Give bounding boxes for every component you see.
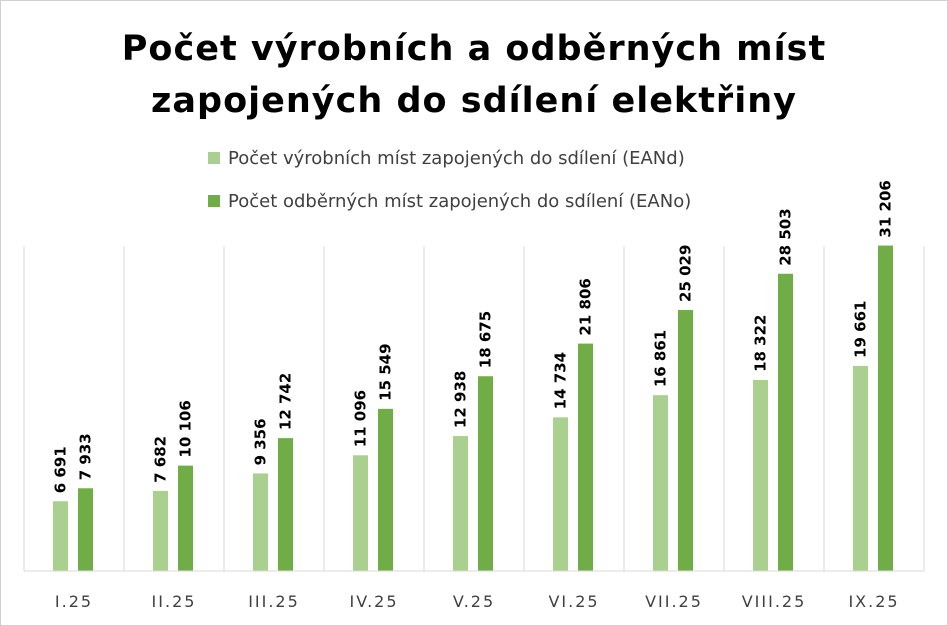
legend-label-eand: Počet výrobních míst zapojených do sdíle… xyxy=(228,148,685,169)
x-tick-label: IV.25 xyxy=(349,592,398,611)
legend-swatch-eand xyxy=(208,152,220,164)
bar-eano xyxy=(78,488,93,571)
bar-eand xyxy=(253,473,268,571)
legend: Počet výrobních míst zapojených do sdíle… xyxy=(208,148,691,212)
data-label-eand: 18 322 xyxy=(752,315,770,372)
x-tick-label: VII.25 xyxy=(645,592,703,611)
data-label-eano: 21 806 xyxy=(577,278,595,335)
data-label-eano: 15 549 xyxy=(377,343,395,400)
bar-eano xyxy=(478,376,493,571)
data-label-eand: 9 356 xyxy=(252,418,270,465)
x-tick-label: VIII.25 xyxy=(742,592,807,611)
bar-eand xyxy=(53,501,68,571)
data-label-eano: 28 503 xyxy=(777,208,795,265)
x-tick-label: VI.25 xyxy=(548,592,599,611)
bar-eand xyxy=(353,455,368,571)
data-label-eano: 10 106 xyxy=(177,400,195,457)
legend-label-eano: Počet odběrných míst zapojených do sdíle… xyxy=(228,191,691,212)
bars xyxy=(53,245,893,572)
bar-eand xyxy=(753,379,768,571)
bar-eand xyxy=(553,417,568,571)
bar-eand xyxy=(453,436,468,571)
x-tick-label: V.25 xyxy=(453,592,495,611)
gridlines xyxy=(23,246,925,571)
x-axis-tick-labels: I.25 II.25 III.25 IV.25 V.25 VI.25 VII.25 VIII.… xyxy=(55,592,899,611)
data-label-eand: 16 861 xyxy=(652,330,670,387)
x-tick-label: IX.25 xyxy=(848,592,899,611)
x-tick-label: I.25 xyxy=(55,592,93,611)
data-label-eand: 14 734 xyxy=(552,352,570,409)
bar-eano xyxy=(578,343,593,571)
chart-title-line-2: zapojených do sdílení elektřiny xyxy=(151,81,797,121)
data-label-eano: 18 675 xyxy=(477,311,495,368)
bar-eano xyxy=(678,309,693,571)
data-label-eano: 31 206 xyxy=(877,180,895,237)
bar-eano xyxy=(778,273,793,571)
chart-title-line-1: Počet výrobních a odběrných míst xyxy=(122,29,826,69)
chart-title: Počet výrobních a odběrných míst zapojen… xyxy=(122,29,826,121)
bar-eand xyxy=(853,365,868,571)
data-label-eand: 7 682 xyxy=(152,436,170,483)
bar-eano xyxy=(278,438,293,571)
data-label-eano: 25 029 xyxy=(677,245,695,302)
bar-eano xyxy=(878,245,893,572)
data-label-eand: 19 661 xyxy=(852,301,870,358)
bar-eand xyxy=(653,395,668,571)
x-tick-label: II.25 xyxy=(152,592,197,611)
data-label-eand: 11 096 xyxy=(352,390,370,447)
data-label-eano: 12 742 xyxy=(277,373,295,430)
data-label-eano: 7 933 xyxy=(77,433,95,480)
bar-eand xyxy=(153,490,168,571)
x-tick-label: III.25 xyxy=(248,592,300,611)
bar-eano xyxy=(378,408,393,571)
bar-eano xyxy=(178,465,193,571)
data-label-eand: 12 938 xyxy=(452,371,470,428)
data-labels: 6 691 7 933 7 682 10 106 9 356 12 742 11 096 15… xyxy=(52,180,895,493)
legend-swatch-eano xyxy=(208,195,220,207)
data-label-eand: 6 691 xyxy=(52,446,70,493)
